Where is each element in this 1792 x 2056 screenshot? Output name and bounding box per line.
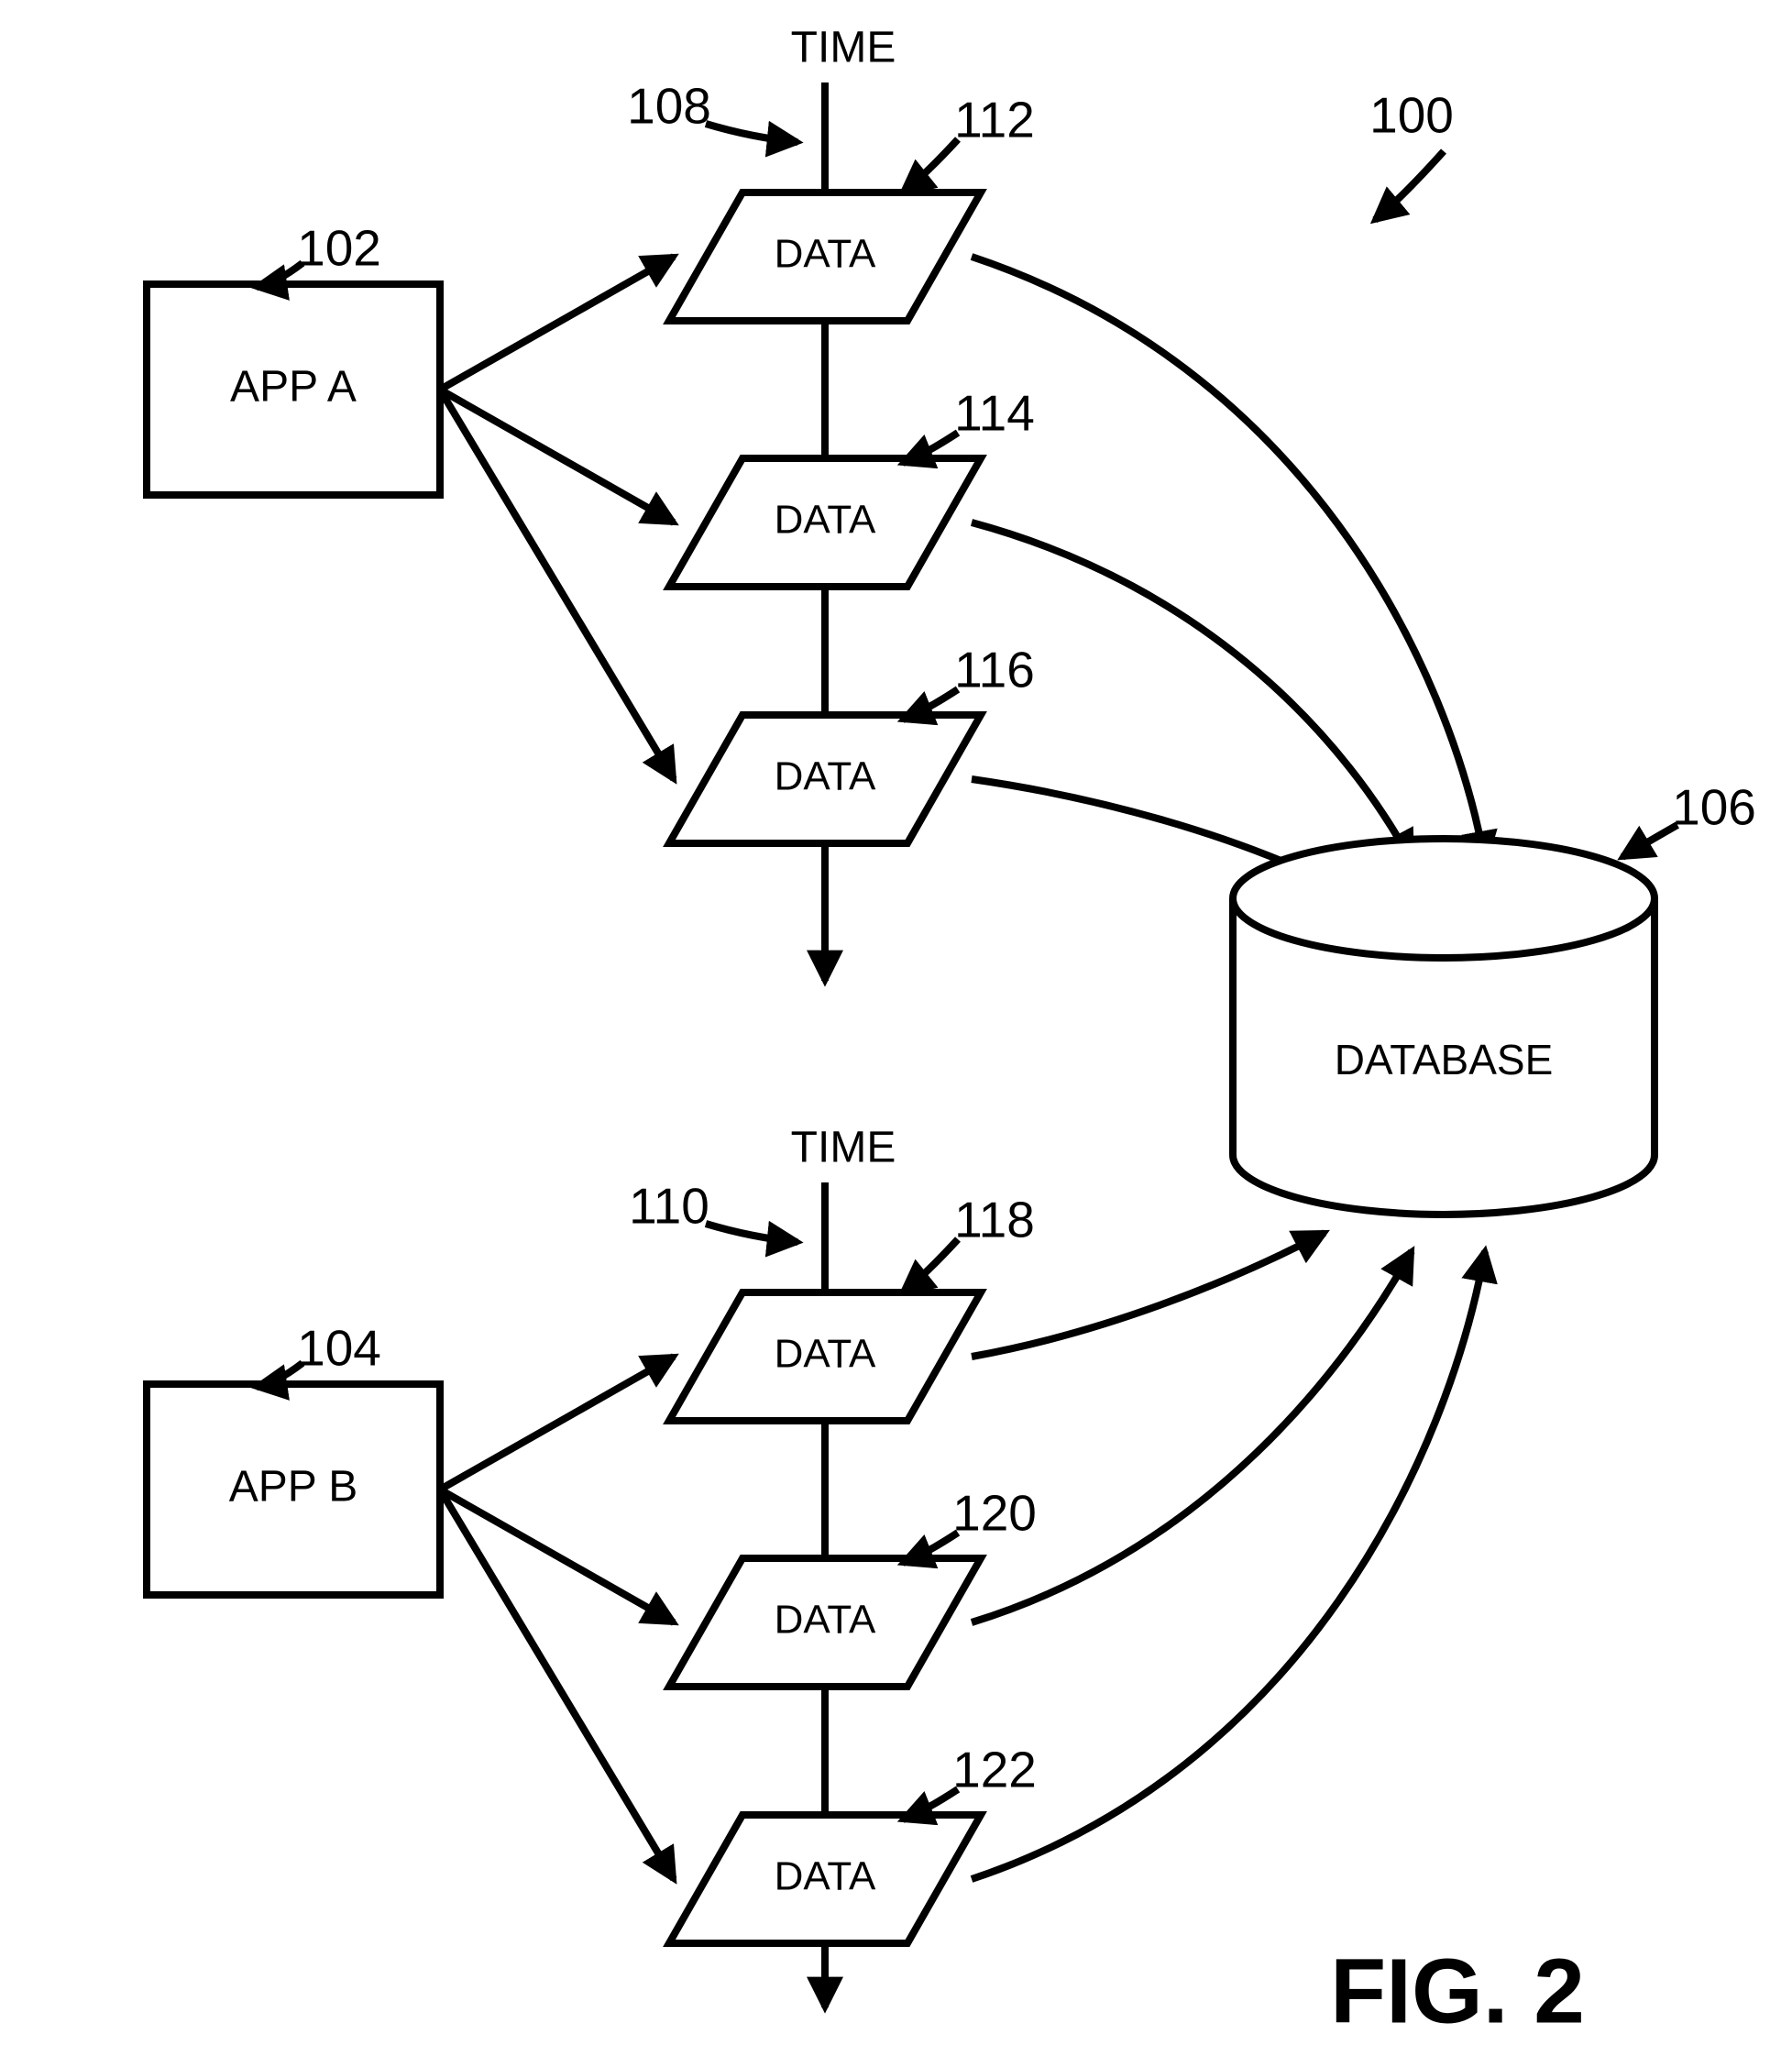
data-label-4: DATA	[775, 1598, 876, 1643]
time-label-0: TIME	[791, 24, 896, 72]
ref-data-3-leader	[903, 1239, 958, 1292]
data-label-0: DATA	[775, 232, 876, 277]
edge-app-data-3	[440, 1357, 674, 1490]
data-label-5: DATA	[775, 1854, 876, 1899]
ref-data-3-num: 118	[954, 1192, 1035, 1248]
database-top	[1233, 839, 1655, 958]
edge-app-data-5	[440, 1490, 674, 1879]
ref-data-0-num: 112	[954, 92, 1035, 148]
ref-time-0-num: 108	[627, 78, 711, 135]
edge-data-db-4	[972, 1251, 1412, 1622]
ref-time-1-num: 110	[629, 1178, 709, 1235]
ref-data-1-num: 114	[954, 385, 1035, 442]
ref-app-A-num: 102	[297, 220, 381, 277]
edge-app-data-0	[440, 257, 674, 390]
time-label-1: TIME	[791, 1124, 896, 1172]
ref-time-1-leader	[706, 1224, 797, 1242]
edge-app-data-2	[440, 390, 674, 779]
edge-data-db-0	[972, 257, 1485, 862]
ref-db-leader	[1622, 825, 1677, 857]
edge-data-db-5	[972, 1251, 1485, 1879]
app-label-A: APP A	[230, 363, 357, 412]
ref-data-5-num: 122	[952, 1742, 1037, 1798]
edge-app-data-1	[440, 390, 674, 522]
diagram-canvas: TIME TIME APP A APP B DATA DATA DATA DATA DATA DA…	[0, 0, 1792, 2056]
ref-data-4-num: 120	[952, 1485, 1037, 1542]
data-label-3: DATA	[775, 1332, 876, 1377]
edge-data-db-3	[972, 1233, 1325, 1357]
edge-app-data-4	[440, 1490, 674, 1622]
edge-data-db-1	[972, 522, 1412, 862]
ref-data-2-num: 116	[954, 642, 1035, 698]
ref-db-num: 106	[1672, 779, 1756, 836]
ref-100-leader	[1375, 151, 1444, 220]
ref-app-B-num: 104	[297, 1320, 381, 1377]
app-label-B: APP B	[229, 1463, 358, 1512]
database-label: DATABASE	[1335, 1036, 1554, 1083]
data-label-1: DATA	[775, 498, 876, 543]
ref-time-0-leader	[706, 124, 797, 142]
figure-title: FIG. 2	[1330, 1940, 1585, 2042]
data-label-2: DATA	[775, 754, 876, 799]
ref-data-0-leader	[903, 139, 958, 192]
ref-100-num: 100	[1369, 87, 1454, 144]
